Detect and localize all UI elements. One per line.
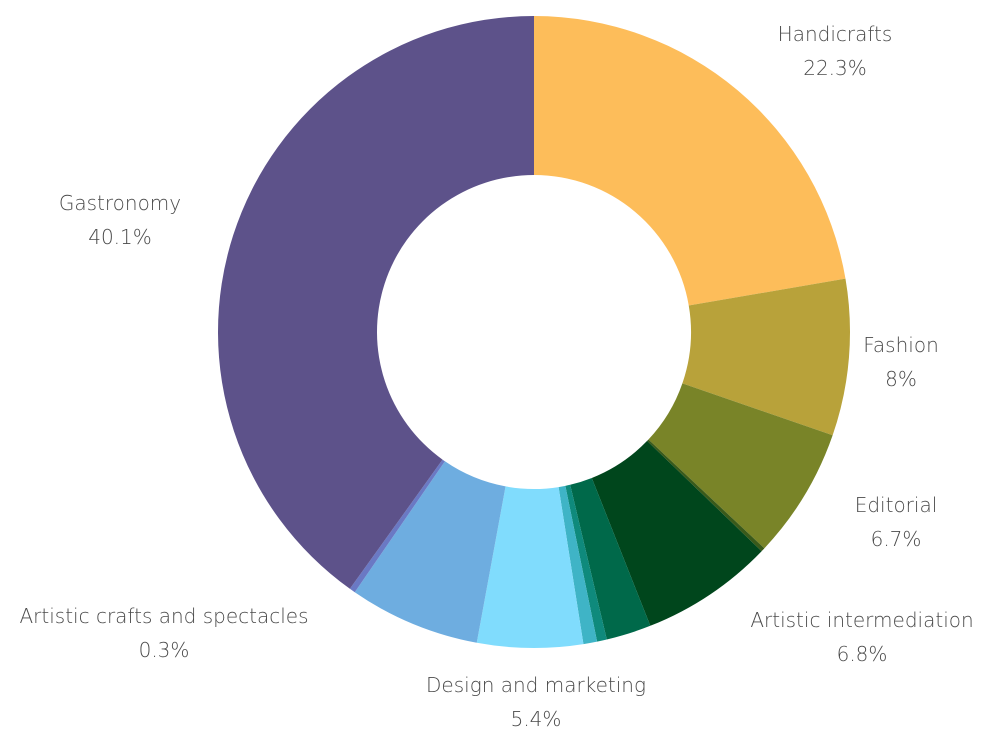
slice-fashion	[682, 278, 850, 436]
slice-artistic-crafts-and-spectacles	[349, 459, 445, 593]
slice-label-gastronomy: Gastronomy	[59, 191, 181, 215]
slice-label-artistic-intermediation: Artistic intermediation	[750, 608, 973, 632]
slice-unlabeled-5	[570, 477, 651, 640]
slice-gastronomy	[218, 16, 534, 589]
slice-value-design-and-marketing: 5.4%	[511, 707, 562, 727]
slice-label-design-and-marketing: Design and marketing	[426, 673, 646, 697]
slice-artistic-intermediation	[591, 440, 762, 626]
slice-value-editorial: 6.7%	[871, 527, 922, 551]
labels-group: Handicrafts 22.3% Fashion 8% Editorial 6.7% Ar…	[19, 22, 973, 731]
slice-value-fashion: 8%	[885, 367, 917, 391]
slice-value-gastronomy: 40.1%	[88, 225, 152, 249]
slice-handicrafts	[534, 16, 846, 306]
slice-label-editorial: Editorial	[855, 493, 938, 517]
slice-label-handicrafts: Handicrafts	[778, 22, 893, 46]
slice-unlabeled-3	[647, 439, 765, 552]
slices-group	[218, 16, 850, 648]
slice-value-handicrafts: 22.3%	[803, 56, 867, 80]
slice-value-artistic-crafts-and-spectacles: 0.3%	[139, 638, 190, 662]
slice-editorial	[648, 383, 833, 549]
slice-label-artistic-crafts-and-spectacles: Artistic crafts and spectacles	[19, 604, 308, 628]
slice-unlabeled-7	[558, 485, 598, 645]
slice-design-and-marketing	[476, 486, 584, 648]
slice-unlabeled-6	[565, 484, 607, 642]
slice-label-fashion: Fashion	[863, 333, 939, 357]
slice-unlabeled-9	[354, 461, 506, 643]
slice-value-artistic-intermediation: 6.8%	[837, 642, 888, 666]
